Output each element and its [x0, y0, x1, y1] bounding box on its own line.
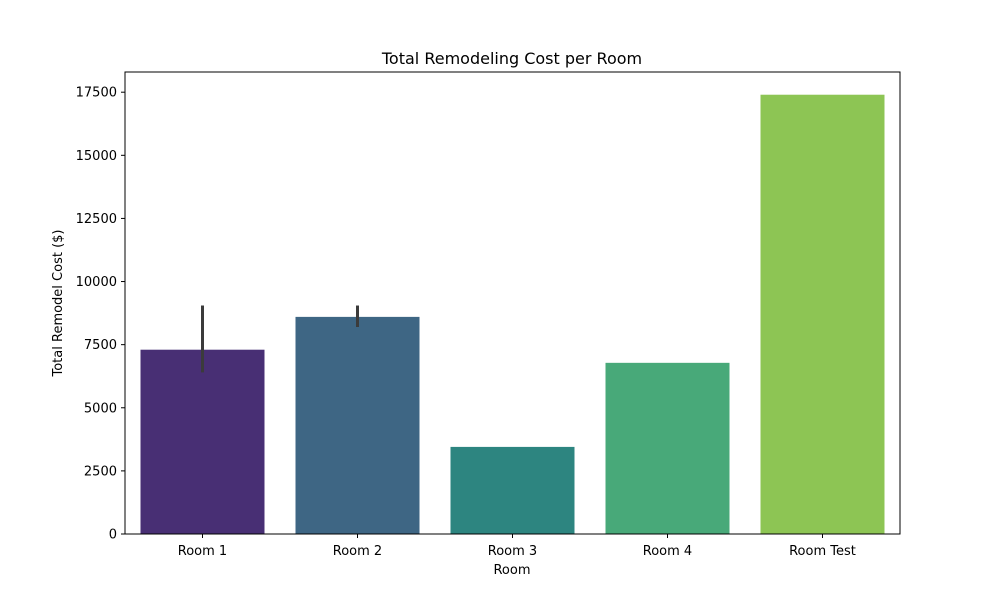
plot-frame	[124, 71, 901, 535]
bar-room-3	[450, 446, 575, 534]
x-tick-label: Room 3	[488, 544, 537, 559]
y-tick-label: 0	[109, 528, 117, 543]
bar-room-test	[760, 94, 885, 534]
bars	[140, 94, 885, 534]
y-axis-label: Total Remodel Cost ($)	[51, 230, 66, 378]
y-tick-label: 5000	[84, 401, 117, 416]
x-tick-label: Room 2	[333, 544, 382, 559]
y-tick-label: 2500	[84, 464, 117, 479]
y-tick-label: 17500	[76, 86, 117, 101]
y-tick-label: 10000	[76, 275, 117, 290]
x-tick-label: Room 4	[643, 544, 692, 559]
y-tick-label: 12500	[76, 212, 117, 227]
x-tick-label: Room 1	[178, 544, 227, 559]
y-tick-label: 15000	[76, 149, 117, 164]
axes: Room 1 Room 2 Room 3 Room 4 Room Test 0 2500 50…	[76, 71, 901, 559]
bar-room-2	[295, 316, 420, 534]
x-tick-label: Room Test	[789, 544, 856, 559]
error-bars	[201, 305, 359, 373]
chart-title: Total Remodeling Cost per Room	[381, 49, 642, 68]
y-tick-label: 7500	[84, 338, 117, 353]
x-axis-label: Room	[493, 563, 530, 578]
bar-room-4	[605, 362, 730, 534]
bar-room-1	[140, 349, 265, 534]
